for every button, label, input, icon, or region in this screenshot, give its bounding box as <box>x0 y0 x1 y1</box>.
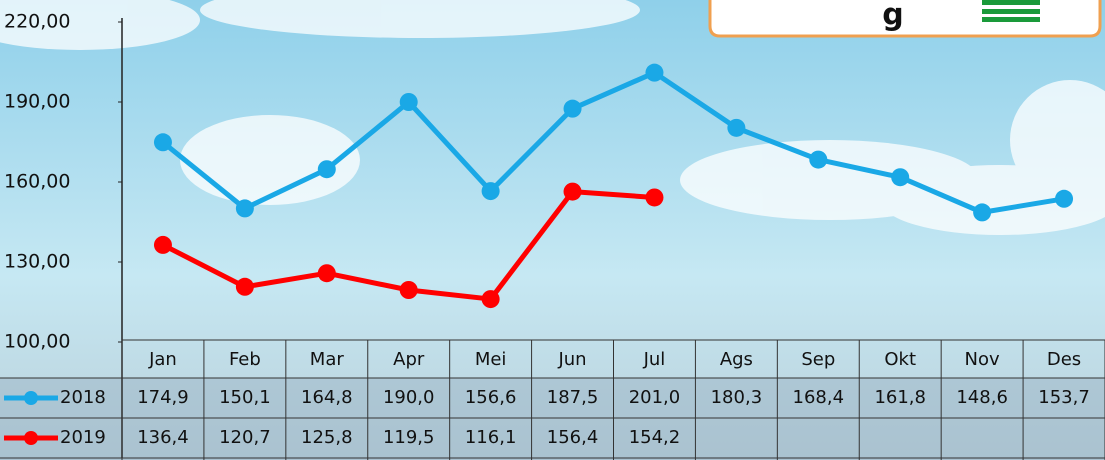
title-fragment: g <box>882 0 903 33</box>
point <box>973 203 992 222</box>
legend-marker <box>24 391 38 405</box>
y-tick-label: 220,00 <box>4 11 70 33</box>
data-label: 125,8 <box>301 427 353 448</box>
data-label: 164,8 <box>301 387 353 408</box>
data-label: 116,1 <box>465 427 517 448</box>
y-tick-label: 130,00 <box>4 251 70 273</box>
point <box>399 93 418 111</box>
data-label: 168,4 <box>793 387 845 408</box>
x-tick-label: Feb <box>229 349 261 370</box>
data-label: 161,8 <box>874 387 926 408</box>
data-label: 153,7 <box>1038 387 1090 408</box>
data-label: 156,4 <box>547 427 599 448</box>
point <box>891 168 910 187</box>
point <box>645 188 664 207</box>
point <box>727 118 746 137</box>
point <box>563 99 582 118</box>
data-label: 201,0 <box>629 387 681 408</box>
point <box>153 133 172 152</box>
x-tick-label: Des <box>1047 349 1081 370</box>
data-label: 180,3 <box>711 387 763 408</box>
x-tick-label: Sep <box>801 349 835 370</box>
x-tick-label: Apr <box>393 349 425 370</box>
y-tick-label: 160,00 <box>4 171 70 193</box>
data-label: 150,1 <box>219 387 271 408</box>
point <box>235 199 254 218</box>
x-tick-label: Nov <box>965 349 1000 370</box>
point <box>317 264 336 283</box>
data-label: 187,5 <box>547 387 599 408</box>
title-box <box>708 0 1102 38</box>
point <box>317 160 336 179</box>
y-tick-label: 100,00 <box>4 331 70 353</box>
x-tick-label: Jan <box>148 349 177 370</box>
point <box>481 290 500 309</box>
point <box>809 150 828 169</box>
data-label: 156,6 <box>465 387 517 408</box>
table-band <box>0 378 1105 460</box>
series-line <box>161 70 1065 215</box>
y-tick-label: 190,00 <box>4 91 70 113</box>
x-tick-label: Mei <box>475 349 507 370</box>
data-label: 154,2 <box>629 427 681 448</box>
point <box>153 235 172 254</box>
x-tick-label: Ags <box>720 349 753 370</box>
legend-label: 2019 <box>60 427 106 448</box>
x-tick-label: Mar <box>310 349 345 370</box>
legend-marker <box>24 431 38 445</box>
x-tick-label: Jul <box>643 349 666 370</box>
point <box>1055 189 1074 208</box>
flag-icon <box>982 0 1040 22</box>
point <box>645 63 664 82</box>
clouds <box>0 0 1105 235</box>
point <box>481 182 500 201</box>
point <box>563 182 582 201</box>
point <box>399 281 418 299</box>
x-tick-label: Okt <box>884 349 916 370</box>
data-label: 120,7 <box>219 427 271 448</box>
legend-label: 2018 <box>60 387 106 408</box>
data-label: 136,4 <box>137 427 189 448</box>
data-label: 148,6 <box>956 387 1008 408</box>
data-label: 190,0 <box>383 387 435 408</box>
data-label: 119,5 <box>383 427 435 448</box>
x-tick-label: Jun <box>557 349 586 370</box>
point <box>235 277 254 296</box>
data-label: 174,9 <box>137 387 189 408</box>
